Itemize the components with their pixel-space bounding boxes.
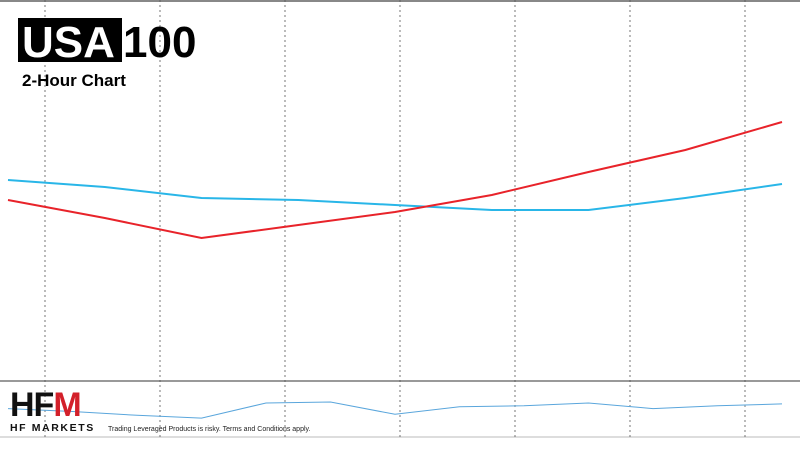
brand-name: HF MARKETS [10,422,95,434]
plot [7,121,783,419]
title-part: 100 [123,18,196,67]
indicator-line [7,401,783,419]
title-box [18,18,122,62]
logo-part: HF [10,386,54,424]
moving-average-line [7,179,783,211]
title-part: USA [22,18,115,67]
disclaimer: Trading Leveraged Products is risky. Ter… [108,426,311,433]
moving-average-line [7,121,783,240]
logo-part: M [53,386,80,424]
logo: HFM [10,386,81,424]
subtitle: 2-Hour Chart [22,71,126,90]
